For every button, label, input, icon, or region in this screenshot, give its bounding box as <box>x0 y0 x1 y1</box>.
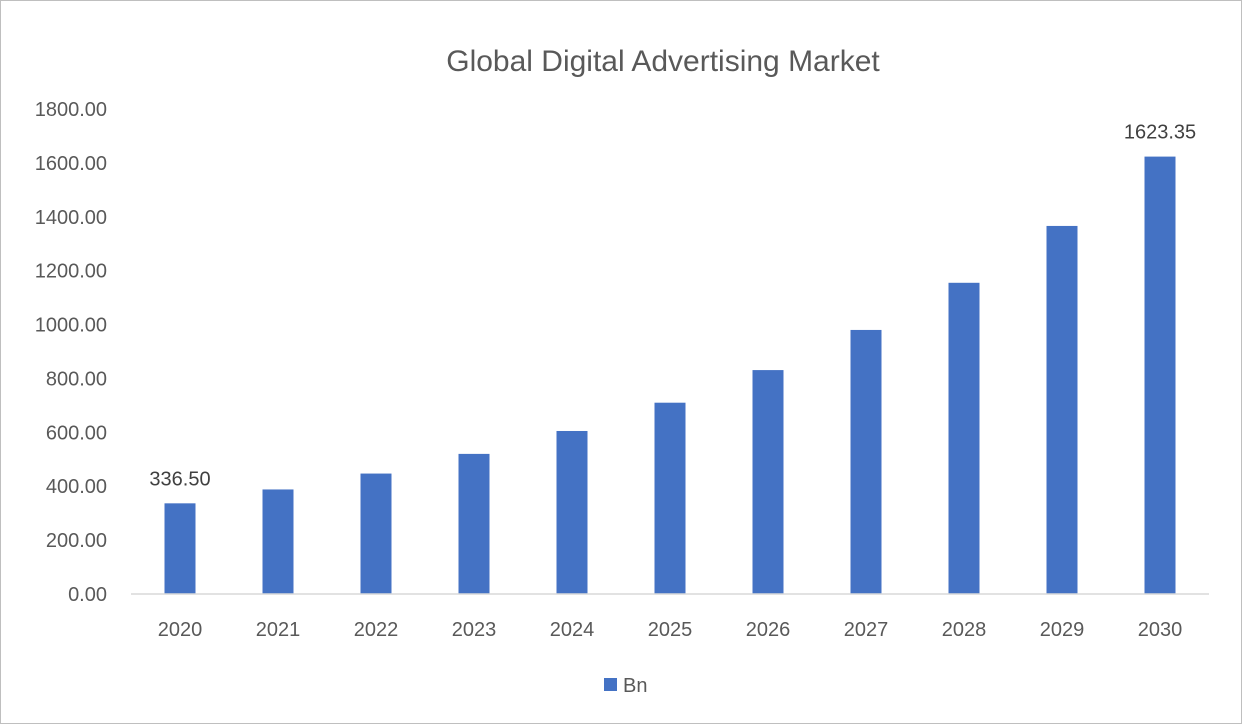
bar-2030 <box>1144 156 1176 595</box>
y-tick-label: 1200.00 <box>35 261 107 283</box>
x-tick-label: 2024 <box>550 619 595 641</box>
y-tick-label: 1800.00 <box>35 99 107 121</box>
x-tick-label: 2027 <box>844 619 889 641</box>
x-tick-label: 2025 <box>648 619 693 641</box>
legend: Bn <box>604 675 647 697</box>
bar-2028 <box>948 282 980 594</box>
y-tick-label: 1000.00 <box>35 315 107 337</box>
bar-2027 <box>850 329 882 594</box>
chart-title: Global Digital Advertising Market <box>446 45 880 78</box>
y-tick-label: 1600.00 <box>35 153 107 175</box>
bar-2026 <box>752 370 784 594</box>
bar-2020 <box>164 503 196 594</box>
y-tick-label: 600.00 <box>46 422 107 444</box>
legend-swatch <box>604 678 617 691</box>
x-axis: 2020 2021 2022 2023 2024 2025 2026 2027 2028 2029… <box>158 619 1183 641</box>
legend-label: Bn <box>623 675 647 697</box>
x-tick-label: 2028 <box>942 619 987 641</box>
x-tick-label: 2026 <box>746 619 791 641</box>
data-label-2030: 1623.35 <box>1124 122 1196 144</box>
bar-2022 <box>360 473 392 594</box>
data-label-2020: 336.50 <box>149 468 210 490</box>
y-axis: 0.00 200.00 400.00 600.00 800.00 1000.00 1200.… <box>35 99 107 606</box>
bar-2025 <box>654 402 686 594</box>
y-tick-label: 1400.00 <box>35 207 107 229</box>
bar-2024 <box>556 430 588 594</box>
bars <box>164 156 1176 595</box>
x-tick-label: 2021 <box>256 619 301 641</box>
x-tick-label: 2023 <box>452 619 497 641</box>
y-tick-label: 800.00 <box>46 368 107 390</box>
x-tick-label: 2020 <box>158 619 203 641</box>
y-tick-label: 200.00 <box>46 530 107 552</box>
y-tick-label: 400.00 <box>46 476 107 498</box>
bar-2021 <box>262 489 294 594</box>
x-tick-label: 2022 <box>354 619 399 641</box>
data-labels: 336.50 1623.35 <box>149 122 1196 491</box>
bar-2023 <box>458 453 490 594</box>
x-tick-label: 2030 <box>1138 619 1183 641</box>
bar-2029 <box>1046 225 1078 594</box>
y-tick-label: 0.00 <box>68 584 107 606</box>
x-tick-label: 2029 <box>1040 619 1085 641</box>
